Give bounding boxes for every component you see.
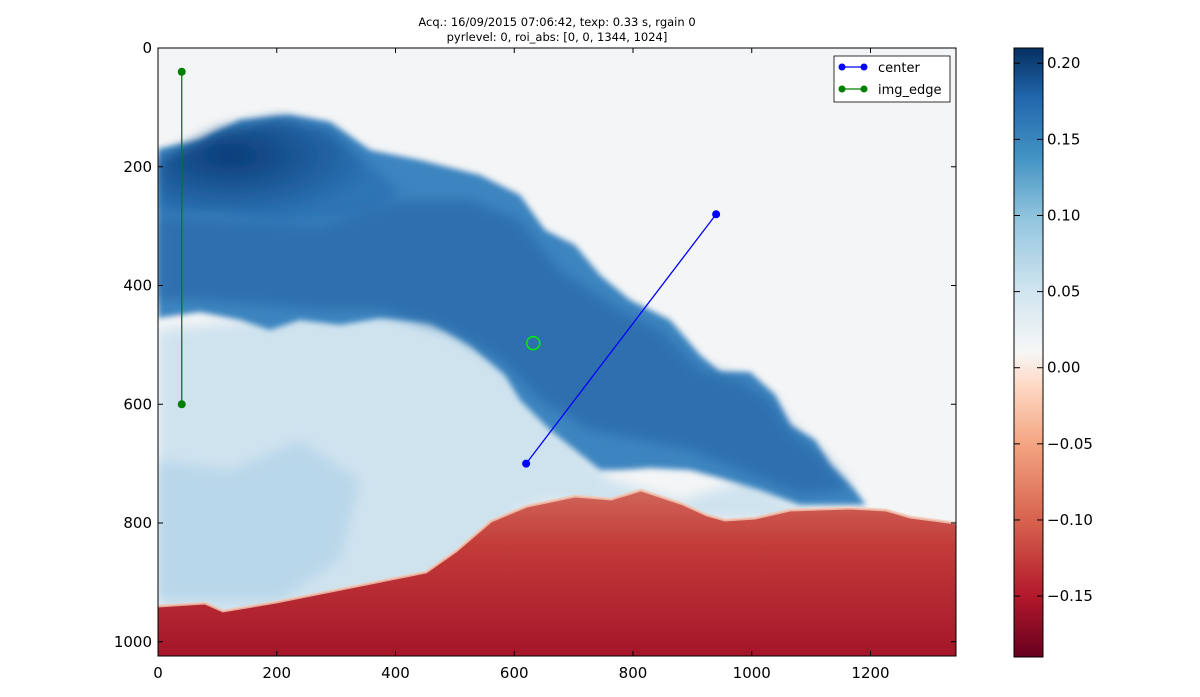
legend-marker-center-1 bbox=[838, 63, 846, 71]
optical-density-image bbox=[158, 48, 956, 656]
colorbar-tick-label: 0.05 bbox=[1047, 283, 1080, 301]
plume-light-region-2 bbox=[158, 440, 360, 600]
ground-region bbox=[158, 490, 956, 656]
plot-area-frame bbox=[157, 47, 957, 657]
legend-label-center: center bbox=[878, 61, 920, 76]
series-point-center bbox=[712, 210, 721, 219]
legend: center img_edge bbox=[833, 55, 951, 103]
x-tick-label: 400 bbox=[381, 664, 410, 682]
legend-label-img-edge: img_edge bbox=[878, 83, 942, 98]
colorbar-tick-label: 0.15 bbox=[1047, 130, 1080, 148]
plume-mid bbox=[158, 200, 850, 495]
colorbar-tick-label: −0.15 bbox=[1047, 587, 1093, 605]
x-tick-label: 200 bbox=[262, 664, 291, 682]
colorbar-tick-label: 0.00 bbox=[1047, 359, 1080, 377]
series-line-center bbox=[525, 213, 717, 465]
plume-core bbox=[158, 118, 400, 225]
y-tick-label: 400 bbox=[123, 277, 152, 295]
chart-title-line-1: Acq.: 16/09/2015 07:06:42, texp: 0.33 s,… bbox=[418, 15, 695, 29]
legend-box bbox=[833, 55, 951, 103]
series-point-center bbox=[522, 459, 531, 468]
colorbar-gradient bbox=[1013, 47, 1044, 658]
series-point-img-edge bbox=[177, 67, 186, 76]
colorbar-tick-label: −0.10 bbox=[1047, 511, 1093, 529]
y-tick-label: 600 bbox=[123, 395, 152, 413]
y-tick-label: 200 bbox=[123, 158, 152, 176]
y-tick-label: 800 bbox=[123, 514, 152, 532]
colorbar-tick-label: 0.10 bbox=[1047, 206, 1080, 224]
x-tick-label: 1000 bbox=[733, 664, 771, 682]
colorbar-tick-label: 0.20 bbox=[1047, 54, 1080, 72]
legend-marker-center-2 bbox=[860, 63, 868, 71]
colorbar: −0.15 −0.10 −0.05 0.00 0.05 0.10 0.15 0.20 bbox=[1013, 47, 1093, 658]
x-tick-label: 1200 bbox=[851, 664, 889, 682]
colorbar-tick-label: −0.05 bbox=[1047, 435, 1093, 453]
legend-marker-img-edge-1 bbox=[838, 85, 846, 93]
y-tick-label: 1000 bbox=[114, 633, 152, 651]
series-layer bbox=[177, 67, 721, 468]
y-tick-label: 0 bbox=[142, 39, 152, 57]
x-tick-label: 600 bbox=[500, 664, 529, 682]
annotation-circle bbox=[526, 335, 541, 351]
series-point-img-edge bbox=[177, 400, 186, 409]
x-tick-label: 800 bbox=[619, 664, 648, 682]
ground-edge bbox=[158, 488, 956, 613]
x-tick-label: 0 bbox=[153, 664, 163, 682]
y-axis: 0 200 400 600 800 1000 bbox=[114, 39, 956, 651]
chart-title-line-2: pyrlevel: 0, roi_abs: [0, 0, 1344, 1024] bbox=[447, 30, 668, 44]
x-axis: 0 200 400 600 800 1000 1200 bbox=[153, 48, 890, 682]
legend-marker-img-edge-2 bbox=[860, 85, 868, 93]
colorbar-ticks: −0.15 −0.10 −0.05 0.00 0.05 0.10 0.15 0.20 bbox=[1014, 54, 1093, 605]
